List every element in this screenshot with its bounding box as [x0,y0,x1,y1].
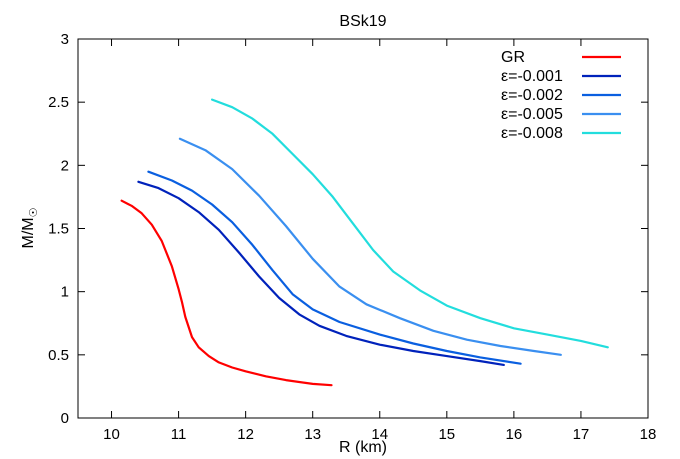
y-tick-label: 0.5 [48,347,69,364]
y-tick-label: 0 [61,410,69,427]
y-tick-label: 1 [61,284,69,301]
legend-label: ε=-0.001 [501,68,563,85]
y-axis-title-main: M/M [20,217,37,248]
legend: GR ε=-0.001 ε=-0.002 ε=-0.005 ε=-0.008 [501,49,621,142]
y-tick-label: 2 [61,157,69,174]
series-line-4 [211,98,609,349]
x-tick-label: 13 [304,426,321,443]
legend-label: ε=-0.005 [501,106,563,123]
x-tick-label: 10 [103,426,120,443]
x-tick-label: 12 [237,426,254,443]
series-line-2 [147,170,522,365]
x-axis-title: R (km) [339,439,387,456]
legend-label: GR [501,49,525,66]
y-tick-label: 2.5 [48,94,69,111]
chart-title: BSk19 [339,13,386,30]
x-tick-label: 18 [640,426,657,443]
axes-layer: 10 11 12 13 14 15 16 17 18 0 0.5 1 1.5 2 2.5 3 [48,31,656,443]
series-layer [120,98,609,387]
x-tick-label: 15 [438,426,455,443]
y-axis-title-sub: ☉ [28,208,40,218]
legend-label: ε=-0.002 [501,87,563,104]
x-tick-label: 17 [573,426,590,443]
y-axis-title: M/M☉ [20,208,40,249]
x-tick-label: 16 [506,426,523,443]
legend-label: ε=-0.008 [501,125,563,142]
series-line-3 [178,137,562,356]
x-tick-label: 11 [171,426,187,443]
series-line-0 [120,199,333,387]
x-tick-label: 14 [371,426,388,443]
series-line-1 [137,180,505,366]
y-tick-label: 3 [61,31,69,48]
y-tick-label: 1.5 [48,221,69,238]
y-axis-title-group: M/M☉ [20,208,40,249]
